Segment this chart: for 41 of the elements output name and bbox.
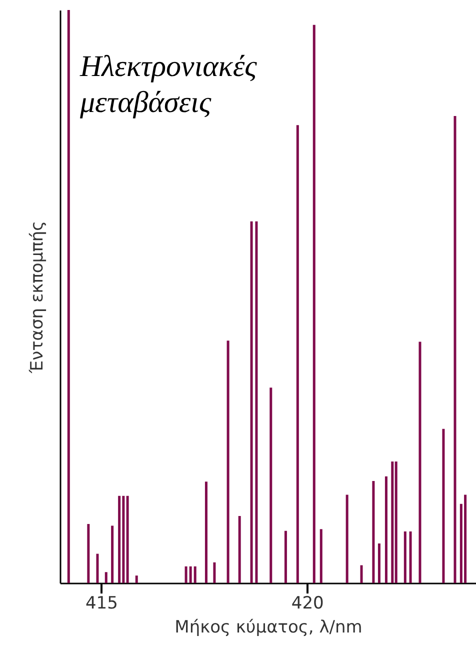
bar — [296, 125, 299, 583]
bar — [111, 526, 114, 583]
bar — [284, 530, 287, 583]
x-tick-label: 415 — [85, 594, 118, 614]
bar — [255, 221, 258, 583]
y-axis-title: Ένταση εκπομπής — [28, 220, 48, 374]
x-tick-label: 420 — [291, 594, 324, 614]
bar — [409, 531, 412, 583]
bar — [122, 496, 125, 583]
bar — [226, 340, 230, 583]
bar — [464, 494, 467, 583]
bar — [378, 543, 380, 583]
bar — [418, 342, 422, 583]
annotation: Ηλεκτρονιακές μεταβάσεις — [79, 50, 258, 119]
bar — [87, 524, 90, 583]
bar — [404, 531, 406, 583]
bar — [312, 24, 316, 583]
bar — [391, 462, 394, 583]
bar — [204, 482, 208, 583]
bar — [270, 388, 272, 583]
bar — [135, 576, 138, 583]
bar — [67, 10, 70, 583]
bar — [189, 566, 192, 583]
bar — [372, 481, 375, 583]
bar — [118, 496, 121, 583]
bar — [454, 116, 456, 583]
bar — [394, 462, 398, 583]
x-axis-title: Μήκος κύματος, λ/nm — [174, 618, 362, 638]
bar — [442, 428, 445, 583]
bar — [184, 566, 188, 583]
bar — [96, 554, 99, 583]
bar — [360, 565, 363, 583]
bar — [346, 494, 348, 583]
bar — [384, 476, 388, 583]
bar — [126, 496, 129, 583]
bar — [104, 572, 108, 583]
bar — [250, 221, 253, 583]
bar — [213, 562, 216, 583]
bar — [320, 529, 322, 583]
bar — [194, 566, 196, 583]
bar — [238, 516, 241, 583]
